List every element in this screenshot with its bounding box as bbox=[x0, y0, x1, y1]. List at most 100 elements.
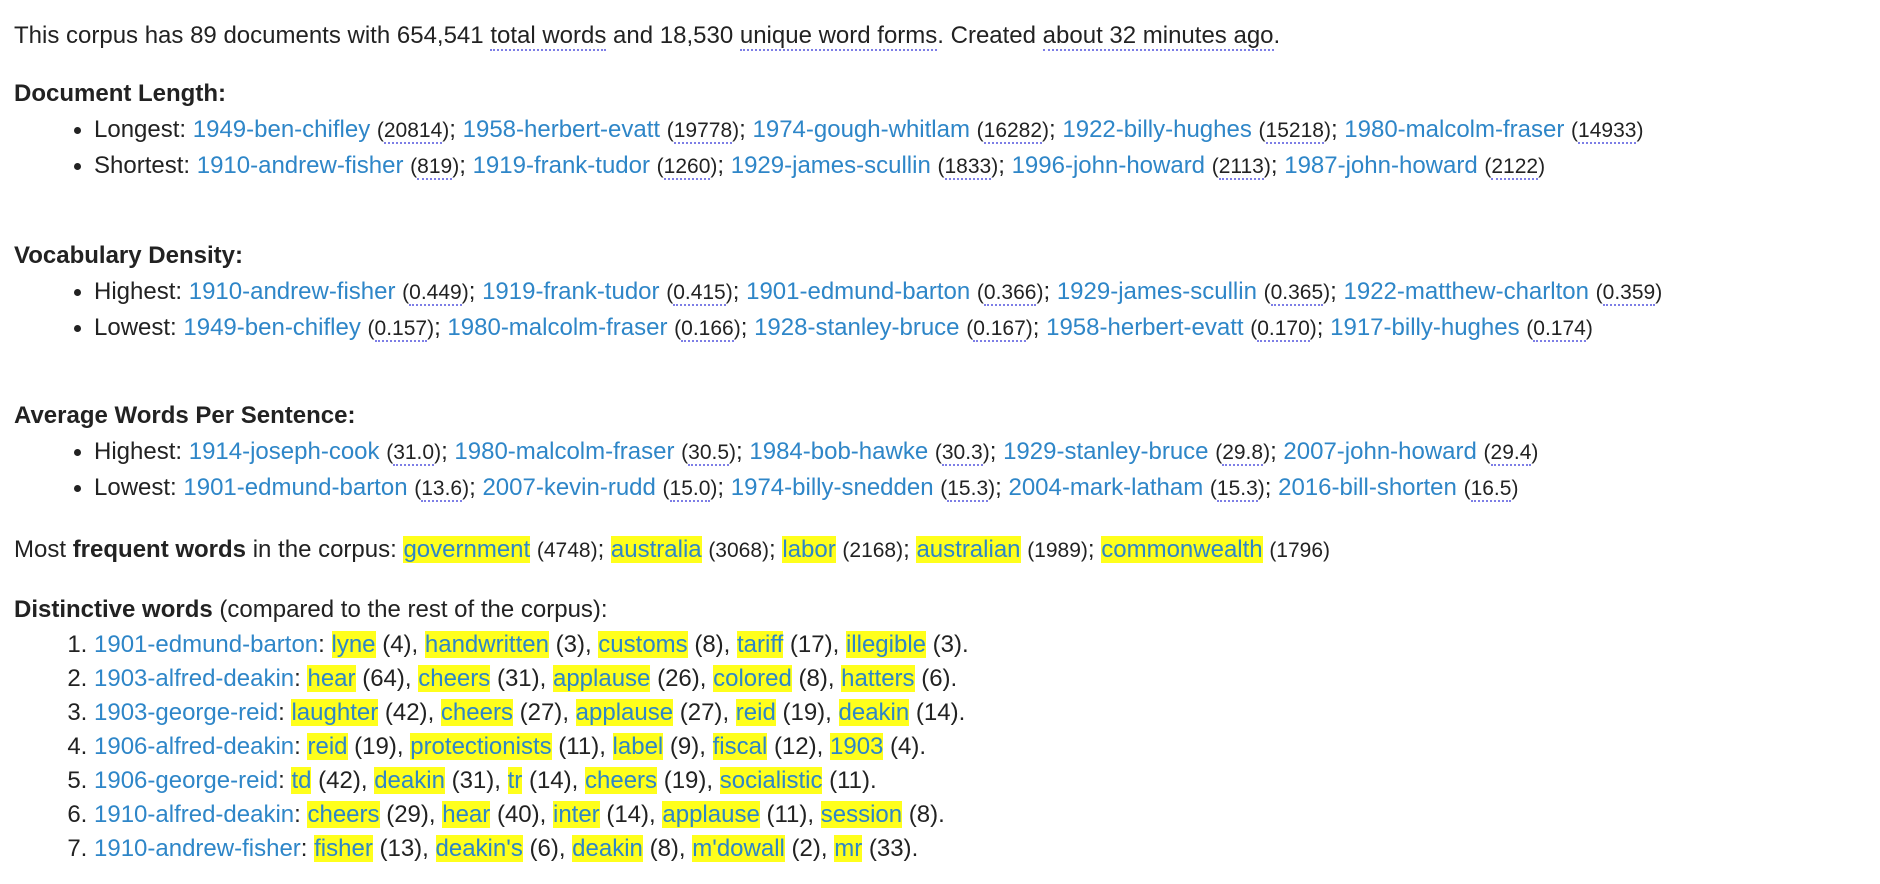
document-link[interactable]: 2007-kevin-rudd bbox=[482, 474, 656, 501]
distinctive-word[interactable]: td bbox=[291, 767, 312, 794]
document-link[interactable]: 1901-edmund-barton bbox=[746, 278, 971, 305]
stat-value[interactable]: 16282 bbox=[983, 119, 1043, 144]
document-link[interactable]: 1980-malcolm-fraser bbox=[454, 438, 675, 465]
total-words-term[interactable]: total words bbox=[490, 22, 607, 51]
document-link[interactable]: 1928-stanley-bruce bbox=[754, 314, 960, 341]
document-link[interactable]: 1929-stanley-bruce bbox=[1003, 438, 1209, 465]
distinctive-word[interactable]: session bbox=[820, 801, 903, 828]
distinctive-word[interactable]: laughter bbox=[291, 699, 379, 726]
unique-words-term[interactable]: unique word forms bbox=[739, 22, 938, 51]
distinctive-word[interactable]: reid bbox=[307, 733, 348, 760]
distinctive-word[interactable]: deakin bbox=[838, 699, 910, 726]
document-link[interactable]: 1903-alfred-deakin bbox=[94, 665, 295, 692]
document-link[interactable]: 1906-george-reid bbox=[94, 767, 279, 794]
distinctive-word[interactable]: hear bbox=[442, 801, 491, 828]
document-link[interactable]: 1929-james-scullin bbox=[1056, 278, 1257, 305]
distinctive-word[interactable]: deakin bbox=[572, 835, 643, 862]
stat-value[interactable]: 0.170 bbox=[1257, 317, 1310, 342]
document-link[interactable]: 2016-bill-shorten bbox=[1278, 474, 1457, 501]
stat-value[interactable]: 2122 bbox=[1491, 155, 1539, 180]
distinctive-word[interactable]: tariff bbox=[737, 631, 784, 658]
document-link[interactable]: 1914-joseph-cook bbox=[188, 438, 380, 465]
document-link[interactable]: 1958-herbert-evatt bbox=[462, 116, 661, 143]
document-link[interactable]: 1987-john-howard bbox=[1284, 152, 1478, 179]
stat-value[interactable]: 0.157 bbox=[374, 317, 428, 342]
distinctive-word[interactable]: reid bbox=[735, 699, 776, 726]
distinctive-word[interactable]: deakin bbox=[374, 767, 445, 794]
distinctive-word[interactable]: cheers bbox=[585, 767, 658, 794]
document-link[interactable]: 1974-gough-whitlam bbox=[752, 116, 970, 143]
document-link[interactable]: 1910-andrew-fisher bbox=[188, 278, 396, 305]
document-link[interactable]: 1974-billy-snedden bbox=[730, 474, 934, 501]
distinctive-word[interactable]: socialistic bbox=[719, 767, 823, 794]
stat-value[interactable]: 1260 bbox=[663, 155, 711, 180]
distinctive-word[interactable]: applause bbox=[552, 665, 651, 692]
distinctive-word[interactable]: cheers bbox=[418, 665, 491, 692]
stat-value[interactable]: 15.3 bbox=[1216, 477, 1258, 502]
stat-value[interactable]: 1833 bbox=[944, 155, 992, 180]
stat-value[interactable]: 819 bbox=[417, 155, 453, 180]
stat-value[interactable]: 14933 bbox=[1578, 119, 1637, 144]
stat-value[interactable]: 13.6 bbox=[421, 477, 463, 502]
stat-value[interactable]: 31.0 bbox=[393, 441, 435, 466]
distinctive-word[interactable]: lyne bbox=[331, 631, 376, 658]
document-link[interactable]: 1901-edmund-barton bbox=[183, 474, 408, 501]
document-link[interactable]: 1958-herbert-evatt bbox=[1046, 314, 1244, 341]
stat-value[interactable]: 15.3 bbox=[947, 477, 989, 502]
stat-value[interactable]: 30.5 bbox=[688, 441, 730, 466]
stat-value[interactable]: 2113 bbox=[1218, 155, 1264, 180]
stat-value[interactable]: 29.4 bbox=[1490, 441, 1532, 466]
document-link[interactable]: 1949-ben-chifley bbox=[192, 116, 371, 143]
distinctive-word[interactable]: hatters bbox=[841, 665, 915, 692]
distinctive-word[interactable]: handwritten bbox=[424, 631, 549, 658]
distinctive-word[interactable]: label bbox=[612, 733, 664, 760]
document-link[interactable]: 1906-alfred-deakin bbox=[94, 733, 295, 760]
stat-value[interactable]: 0.449 bbox=[409, 281, 462, 306]
stat-value[interactable]: 0.166 bbox=[681, 317, 734, 342]
stat-value[interactable]: 0.366 bbox=[983, 281, 1037, 306]
frequent-word[interactable]: labor bbox=[782, 536, 836, 563]
distinctive-word[interactable]: illegible bbox=[845, 631, 927, 658]
document-link[interactable]: 1910-andrew-fisher bbox=[196, 152, 404, 179]
distinctive-word[interactable]: 1903 bbox=[830, 733, 884, 760]
document-link[interactable]: 1917-billy-hughes bbox=[1330, 314, 1520, 341]
document-link[interactable]: 1922-billy-hughes bbox=[1062, 116, 1252, 143]
frequent-word[interactable]: australian bbox=[916, 536, 1021, 563]
stat-value[interactable]: 15.0 bbox=[669, 477, 711, 502]
distinctive-word[interactable]: inter bbox=[552, 801, 600, 828]
stat-value[interactable]: 15218 bbox=[1265, 119, 1324, 144]
distinctive-word[interactable]: customs bbox=[598, 631, 688, 658]
stat-value[interactable]: 20814 bbox=[383, 119, 443, 144]
document-link[interactable]: 1919-frank-tudor bbox=[482, 278, 660, 305]
stat-value[interactable]: 0.365 bbox=[1270, 281, 1324, 306]
distinctive-word[interactable]: cheers bbox=[307, 801, 380, 828]
stat-value[interactable]: 29.8 bbox=[1222, 441, 1264, 466]
document-link[interactable]: 1980-malcolm-fraser bbox=[1344, 116, 1565, 143]
document-link[interactable]: 1903-george-reid bbox=[94, 699, 279, 726]
distinctive-word[interactable]: applause bbox=[662, 801, 760, 828]
document-link[interactable]: 1949-ben-chifley bbox=[183, 314, 361, 341]
document-link[interactable]: 1901-edmund-barton bbox=[94, 631, 319, 658]
stat-value[interactable]: 30.3 bbox=[941, 441, 983, 466]
distinctive-word[interactable]: protectionists bbox=[410, 733, 552, 760]
stat-value[interactable]: 0.167 bbox=[973, 317, 1026, 342]
distinctive-word[interactable]: deakin's bbox=[435, 835, 523, 862]
document-link[interactable]: 1980-malcolm-fraser bbox=[447, 314, 668, 341]
distinctive-word[interactable]: fiscal bbox=[712, 733, 768, 760]
frequent-word[interactable]: australia bbox=[610, 536, 702, 563]
distinctive-word[interactable]: colored bbox=[713, 665, 792, 692]
document-link[interactable]: 1919-frank-tudor bbox=[472, 152, 650, 179]
created-time[interactable]: about 32 minutes ago bbox=[1042, 22, 1274, 51]
document-link[interactable]: 1910-alfred-deakin bbox=[94, 801, 295, 828]
distinctive-word[interactable]: mr bbox=[834, 835, 863, 862]
distinctive-word[interactable]: cheers bbox=[440, 699, 513, 726]
frequent-word[interactable]: government bbox=[403, 536, 531, 563]
stat-value[interactable]: 16.5 bbox=[1470, 477, 1512, 502]
stat-value[interactable]: 0.415 bbox=[673, 281, 726, 306]
distinctive-word[interactable]: hear bbox=[307, 665, 356, 692]
document-link[interactable]: 1922-matthew-charlton bbox=[1343, 278, 1589, 305]
distinctive-word[interactable]: m'dowall bbox=[692, 835, 785, 862]
distinctive-word[interactable]: fisher bbox=[314, 835, 373, 862]
frequent-word[interactable]: commonwealth bbox=[1101, 536, 1263, 563]
distinctive-word[interactable]: tr bbox=[507, 767, 523, 794]
